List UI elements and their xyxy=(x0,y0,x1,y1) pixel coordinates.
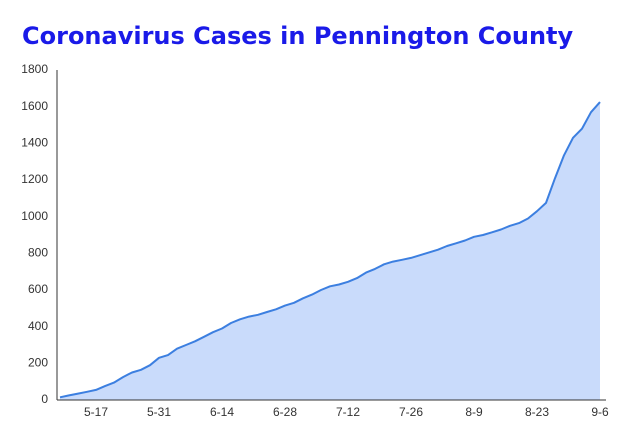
y-tick-label: 1600 xyxy=(21,99,48,113)
y-tick-label: 400 xyxy=(28,319,48,333)
y-tick-label: 1200 xyxy=(21,172,48,186)
x-tick-label: 6-14 xyxy=(210,405,234,419)
x-tick-label: 7-12 xyxy=(336,405,360,419)
y-tick-label: 1000 xyxy=(21,209,48,223)
line xyxy=(59,101,601,399)
area xyxy=(60,102,600,400)
y-tick-label: 200 xyxy=(28,356,48,370)
y-tick-label: 1400 xyxy=(21,136,48,150)
x-tick-label: 5-17 xyxy=(84,405,108,419)
x-tick-label: 6-28 xyxy=(273,405,297,419)
y-tick-label: 1800 xyxy=(21,62,48,76)
y-tick-label: 800 xyxy=(28,246,48,260)
x-tick-label: 8-9 xyxy=(465,405,483,419)
x-tick-label: 7-26 xyxy=(399,405,423,419)
x-tick-label: 5-31 xyxy=(147,405,171,419)
y-tick-label: 600 xyxy=(28,282,48,296)
chart-title: Coronavirus Cases in Pennington County xyxy=(22,22,574,50)
y-tick-label: 0 xyxy=(41,392,48,406)
x-tick-label: 8-23 xyxy=(525,405,549,419)
x-tick-label: 9-6 xyxy=(591,405,609,419)
